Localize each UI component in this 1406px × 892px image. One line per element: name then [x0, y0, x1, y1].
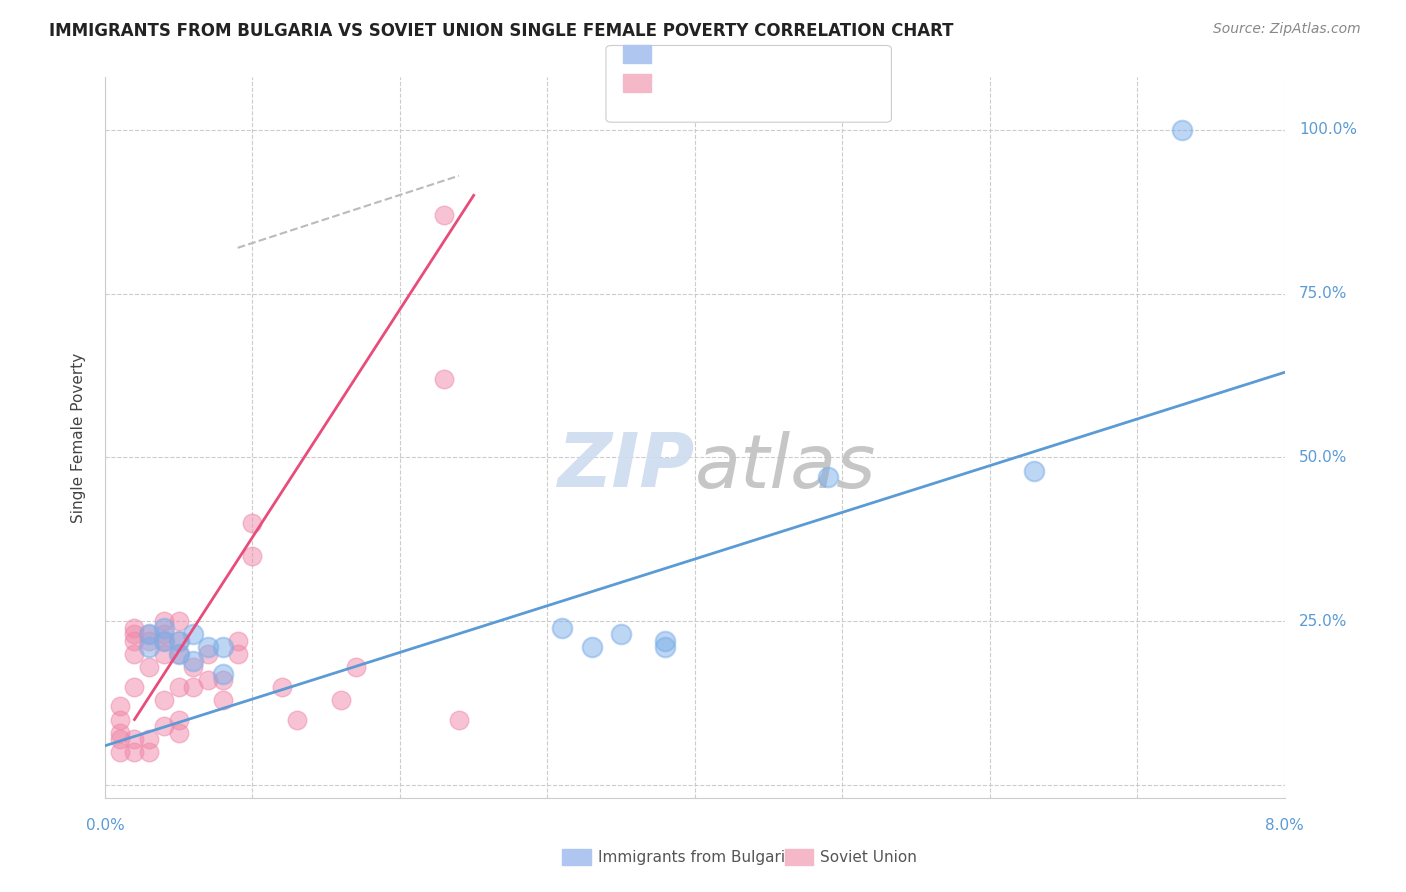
Point: [153, 719, 176, 733]
Point: [1170, 123, 1192, 137]
Point: [433, 372, 456, 386]
Point: [285, 713, 308, 727]
Text: atlas: atlas: [695, 431, 876, 502]
Point: [212, 673, 235, 688]
Point: [124, 621, 146, 635]
Point: [183, 660, 205, 674]
Point: [108, 745, 131, 759]
Point: [108, 732, 131, 747]
Point: [817, 470, 839, 484]
Point: [242, 549, 264, 563]
Text: IMMIGRANTS FROM BULGARIA VS SOVIET UNION SINGLE FEMALE POVERTY CORRELATION CHART: IMMIGRANTS FROM BULGARIA VS SOVIET UNION…: [49, 22, 953, 40]
Point: [610, 627, 633, 641]
Point: [138, 634, 160, 648]
Point: [167, 647, 190, 661]
Point: [242, 516, 264, 530]
Point: [153, 693, 176, 707]
Point: [447, 713, 470, 727]
Point: [138, 640, 160, 655]
Point: [183, 627, 205, 641]
Point: [153, 621, 176, 635]
Point: [138, 745, 160, 759]
Point: [138, 732, 160, 747]
Text: Soviet Union: Soviet Union: [820, 850, 917, 864]
Point: [153, 634, 176, 648]
Text: 50.0%: 50.0%: [1299, 450, 1347, 465]
Point: [167, 614, 190, 628]
Point: [138, 627, 160, 641]
Point: [124, 732, 146, 747]
Point: [108, 725, 131, 739]
Point: [197, 647, 219, 661]
Point: [197, 640, 219, 655]
Point: [433, 208, 456, 222]
Point: [1022, 464, 1045, 478]
Point: [212, 640, 235, 655]
Text: 100.0%: 100.0%: [1299, 122, 1357, 137]
Point: [124, 634, 146, 648]
Text: 8.0%: 8.0%: [1265, 818, 1305, 833]
Y-axis label: Single Female Poverty: Single Female Poverty: [72, 352, 86, 523]
Point: [271, 680, 294, 694]
Point: [124, 647, 146, 661]
Point: [167, 725, 190, 739]
Point: [153, 627, 176, 641]
Point: [153, 634, 176, 648]
Point: [551, 621, 574, 635]
Text: Immigrants from Bulgaria: Immigrants from Bulgaria: [598, 850, 794, 864]
Point: [344, 660, 367, 674]
Point: [153, 647, 176, 661]
Point: [138, 627, 160, 641]
Point: [226, 634, 249, 648]
Point: [654, 634, 676, 648]
Point: [167, 680, 190, 694]
Point: [581, 640, 603, 655]
Text: R = 0.679   N = 18: R = 0.679 N = 18: [658, 47, 803, 62]
Point: [654, 640, 676, 655]
Point: [212, 666, 235, 681]
Text: 0.0%: 0.0%: [86, 818, 124, 833]
Point: [124, 745, 146, 759]
Point: [124, 627, 146, 641]
Point: [138, 660, 160, 674]
Point: [108, 713, 131, 727]
Point: [212, 693, 235, 707]
Text: 75.0%: 75.0%: [1299, 286, 1347, 301]
Text: ZIP: ZIP: [558, 430, 695, 503]
Point: [124, 680, 146, 694]
Point: [167, 634, 190, 648]
Point: [197, 673, 219, 688]
Point: [329, 693, 352, 707]
Point: [183, 680, 205, 694]
Point: [108, 699, 131, 714]
Text: 25.0%: 25.0%: [1299, 614, 1347, 629]
Text: R = 0.649   N = 46: R = 0.649 N = 46: [658, 76, 803, 90]
Text: Source: ZipAtlas.com: Source: ZipAtlas.com: [1213, 22, 1361, 37]
Point: [167, 713, 190, 727]
Point: [183, 654, 205, 668]
Point: [226, 647, 249, 661]
Point: [153, 614, 176, 628]
Point: [167, 634, 190, 648]
Point: [167, 647, 190, 661]
